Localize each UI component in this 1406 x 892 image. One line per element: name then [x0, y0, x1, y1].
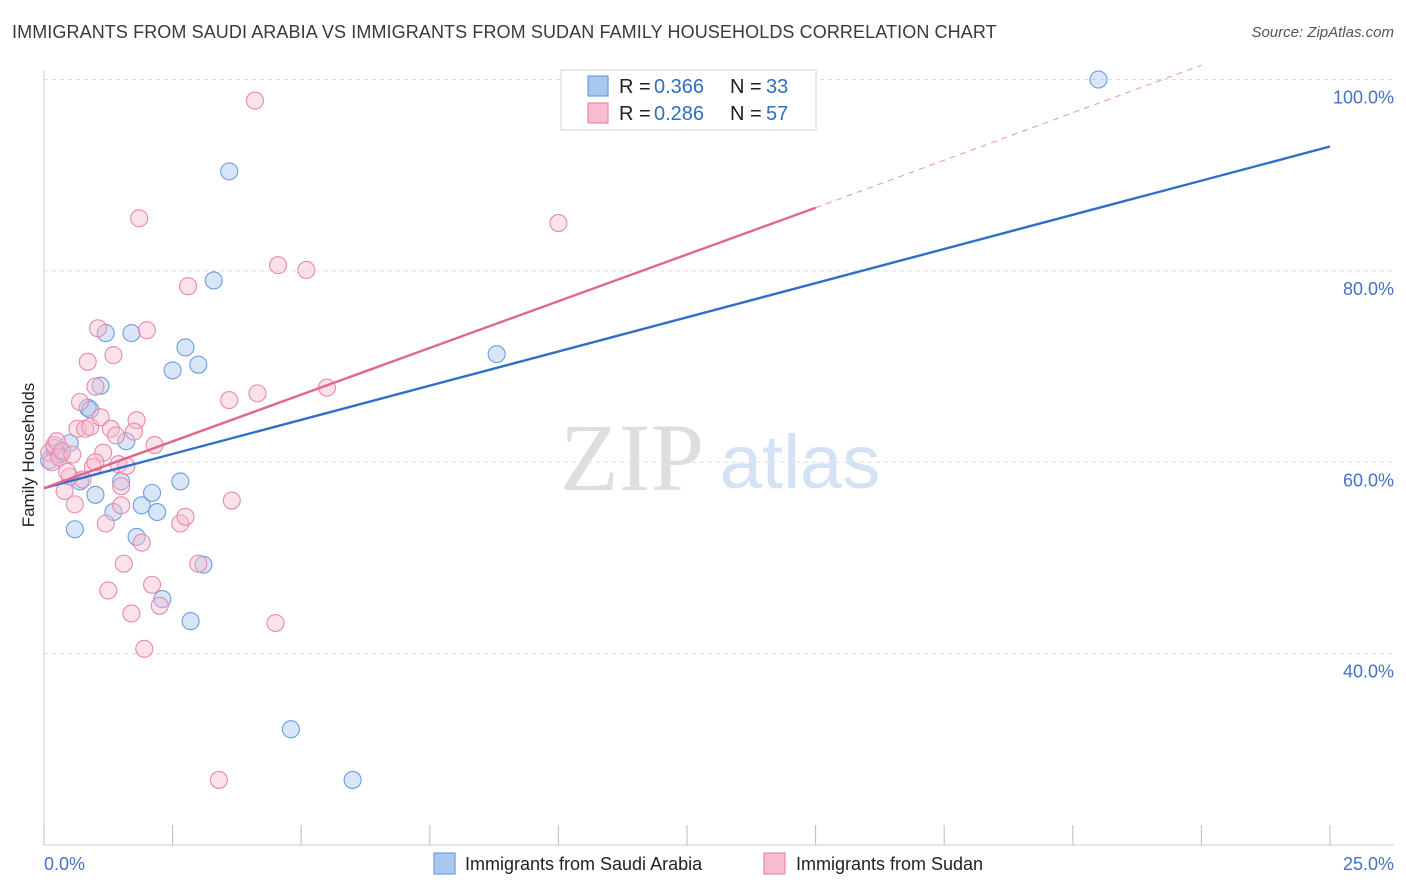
legend-swatch-saudi: [587, 75, 609, 97]
point-sudan: [91, 408, 110, 427]
point-sudan: [132, 533, 151, 552]
point-sudan: [189, 554, 208, 573]
legend-sudan-n-label: N =: [730, 103, 762, 125]
point-sudan: [114, 554, 133, 573]
gridlines: [44, 79, 1394, 655]
y-tick-label-100: 100.0%: [1333, 88, 1394, 108]
point-sudan: [112, 477, 131, 496]
point-sudan: [176, 507, 195, 526]
x-tick-labels: 0.0% 25.0%: [44, 854, 1394, 874]
point-sudan: [222, 491, 241, 510]
chart-title: IMMIGRANTS FROM SAUDI ARABIA VS IMMIGRAN…: [12, 22, 997, 42]
y-tick-label-80: 80.0%: [1343, 279, 1394, 299]
stats-legend: R = 0.366 N = 33 R = 0.286 N = 57: [560, 69, 817, 131]
point-sudan: [70, 392, 90, 412]
point-saudi: [171, 472, 190, 491]
point-sudan: [135, 639, 154, 658]
legend-saudi-r-label: R =: [619, 76, 651, 98]
watermark-zip: ZIP: [560, 404, 704, 511]
trend-line-saudi: [43, 145, 1331, 490]
point-sudan: [142, 575, 162, 594]
series-legend-label-saudi: Immigrants from Saudi Arabia: [465, 854, 703, 874]
point-sudan: [269, 256, 288, 275]
point-sudan: [88, 319, 108, 338]
point-sudan: [63, 445, 82, 464]
x-tick-label-max: 25.0%: [1343, 854, 1394, 874]
point-saudi: [1089, 70, 1108, 89]
x-tick-label-min: 0.0%: [44, 854, 85, 874]
point-sudan: [96, 514, 115, 533]
legend-sudan-r-label: R =: [619, 103, 651, 125]
series-legend-swatch-sudan: [763, 852, 786, 875]
watermark-atlas: atlas: [720, 420, 881, 505]
y-tick-labels: 40.0% 60.0% 80.0% 100.0%: [1333, 88, 1394, 682]
point-saudi: [132, 496, 151, 515]
point-saudi: [127, 527, 146, 546]
point-sudan: [78, 352, 97, 371]
point-sudan: [124, 422, 144, 441]
point-saudi: [181, 612, 200, 631]
point-saudi: [194, 555, 213, 574]
point-saudi: [148, 502, 167, 522]
y-tick-label-60: 60.0%: [1343, 470, 1394, 490]
point-sudan: [220, 391, 239, 410]
point-sudan: [99, 581, 118, 600]
point-saudi: [142, 483, 162, 502]
point-saudi: [91, 376, 110, 395]
point-sudan: [137, 321, 156, 340]
point-sudan: [86, 377, 105, 396]
series-legend-label-sudan: Immigrants from Sudan: [796, 854, 983, 874]
point-sudan: [52, 441, 72, 460]
watermark: ZIP atlas: [560, 404, 880, 511]
point-saudi: [487, 345, 506, 364]
point-sudan: [266, 613, 285, 633]
legend-sudan-r-value: 0.286: [654, 103, 704, 125]
point-sudan: [94, 443, 113, 462]
y-tick-label-40: 40.0%: [1343, 662, 1394, 682]
legend-saudi-n-label: N =: [730, 76, 762, 98]
point-sudan: [297, 260, 316, 279]
axes: [43, 70, 1394, 846]
point-saudi: [122, 324, 141, 343]
point-sudan: [65, 495, 84, 514]
legend-saudi-r-value: 0.366: [654, 76, 704, 98]
point-sudan: [245, 91, 264, 110]
point-sudan: [127, 411, 146, 430]
point-saudi: [163, 361, 182, 380]
point-sudan: [130, 209, 149, 228]
series-legend-swatch-saudi: [433, 852, 456, 875]
point-sudan: [178, 277, 198, 296]
point-sudan: [104, 346, 123, 365]
point-saudi: [189, 355, 208, 374]
point-saudi: [281, 720, 300, 739]
series-legend: Immigrants from Saudi Arabia Immigrants …: [433, 852, 983, 875]
point-saudi: [86, 485, 105, 504]
legend-swatch-sudan: [587, 102, 609, 124]
point-sudan: [112, 496, 131, 515]
source-credit: Source: ZipAtlas.com: [1251, 24, 1394, 41]
point-saudi: [343, 770, 362, 789]
trend-lines: [43, 64, 1331, 490]
legend-sudan-n-value: 57: [766, 103, 788, 125]
point-saudi: [176, 338, 195, 357]
point-sudan: [549, 214, 568, 233]
point-sudan: [86, 453, 105, 472]
legend-saudi-n-value: 33: [766, 76, 788, 98]
point-sudan: [150, 596, 169, 615]
point-sudan: [248, 384, 267, 403]
trend-extension-sudan: [815, 64, 1202, 209]
point-saudi: [220, 162, 239, 181]
trend-line-sudan: [43, 206, 817, 490]
point-saudi: [204, 271, 223, 290]
point-sudan: [209, 770, 228, 789]
point-saudi: [65, 520, 84, 539]
point-saudi: [117, 432, 136, 451]
point-sudan: [122, 604, 141, 623]
point-sudan: [106, 426, 126, 445]
